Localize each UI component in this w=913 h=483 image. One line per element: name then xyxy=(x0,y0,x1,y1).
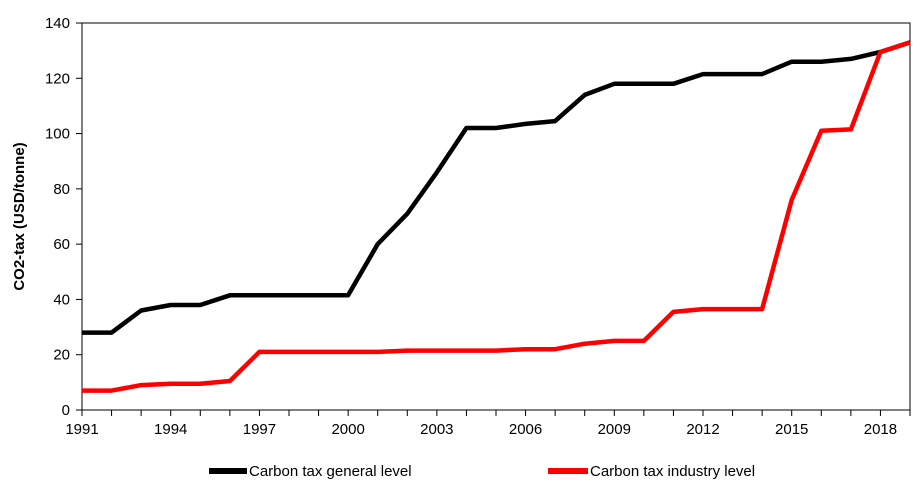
x-tick-label: 2003 xyxy=(420,421,453,438)
x-tick-label: 2006 xyxy=(509,421,542,438)
x-tick-label: 2015 xyxy=(775,421,808,438)
x-axis-ticks: 1991 1994 1997 2000 2003 2006 2009 2012 2015 2018 xyxy=(65,410,911,438)
y-tick-label: 40 xyxy=(53,291,70,308)
x-tick-label: 2018 xyxy=(864,421,897,438)
x-tick-label: 1991 xyxy=(65,421,98,438)
x-tick-label: 1994 xyxy=(154,421,187,438)
y-tick-label: 100 xyxy=(45,126,70,143)
x-tick-label: 1997 xyxy=(243,421,276,438)
x-tick-label: 2009 xyxy=(598,421,631,438)
y-axis-ticks: 0 20 40 60 80 100 120 140 xyxy=(45,15,82,419)
series-line-industry-level xyxy=(82,40,911,393)
y-axis-title: CO2-tax (USD/tonne) xyxy=(11,142,28,290)
y-tick-label: 60 xyxy=(53,236,70,253)
y-tick-label: 0 xyxy=(62,402,70,419)
y-tick-label: 120 xyxy=(45,70,70,87)
y-tick-label: 20 xyxy=(53,347,70,364)
series-layer xyxy=(82,40,911,393)
y-tick-label: 80 xyxy=(53,181,70,198)
series-line-general-level xyxy=(82,40,911,335)
legend-label: Carbon tax industry level xyxy=(590,463,755,480)
x-tick-label: 2012 xyxy=(686,421,719,438)
x-tick-label: 2000 xyxy=(331,421,364,438)
legend: Carbon tax general level Carbon tax indus… xyxy=(209,463,755,480)
plot-area-border xyxy=(81,22,911,411)
y-tick-label: 140 xyxy=(45,15,70,32)
legend-label: Carbon tax general level xyxy=(249,463,412,480)
